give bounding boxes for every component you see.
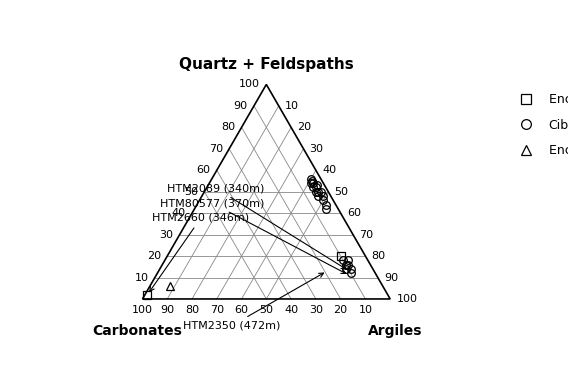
Text: 50: 50 <box>335 187 348 197</box>
Text: 20: 20 <box>297 122 311 132</box>
Text: HTM80577 (370m): HTM80577 (370m) <box>160 198 346 274</box>
Text: 10: 10 <box>135 273 149 283</box>
Text: 70: 70 <box>210 305 224 315</box>
Text: 90: 90 <box>384 273 398 283</box>
Text: 70: 70 <box>359 230 373 240</box>
Text: HTM2089 (340m): HTM2089 (340m) <box>167 183 346 269</box>
Text: 90: 90 <box>233 101 248 111</box>
Text: 10: 10 <box>358 305 373 315</box>
Text: 80: 80 <box>185 305 199 315</box>
Text: HTM2350 (472m): HTM2350 (472m) <box>183 273 324 331</box>
Text: 90: 90 <box>160 305 174 315</box>
Text: 40: 40 <box>172 208 186 218</box>
Text: 100: 100 <box>132 305 153 315</box>
Text: 20: 20 <box>147 251 161 261</box>
Text: 10: 10 <box>285 101 299 111</box>
Text: 100: 100 <box>396 294 417 304</box>
Text: 60: 60 <box>347 208 361 218</box>
Text: 50: 50 <box>184 187 198 197</box>
Text: 40: 40 <box>284 305 298 315</box>
Text: 30: 30 <box>310 144 324 154</box>
Text: 80: 80 <box>371 251 386 261</box>
Text: 70: 70 <box>209 144 223 154</box>
Text: 60: 60 <box>235 305 249 315</box>
Text: 60: 60 <box>197 165 211 175</box>
Text: Argiles: Argiles <box>368 324 423 338</box>
Text: 20: 20 <box>333 305 348 315</box>
Legend: Encaissant supérieur, Cible, Encaissant inférieur: Encaissant supérieur, Cible, Encaissant … <box>508 88 568 162</box>
Text: 80: 80 <box>222 122 235 132</box>
Text: HTM2660 (346m): HTM2660 (346m) <box>150 213 249 291</box>
Text: 30: 30 <box>160 230 173 240</box>
Text: 50: 50 <box>260 305 273 315</box>
Text: Quartz + Feldspaths: Quartz + Feldspaths <box>179 57 354 72</box>
Text: Carbonates: Carbonates <box>93 324 182 338</box>
Text: 30: 30 <box>309 305 323 315</box>
Text: 100: 100 <box>239 80 260 90</box>
Text: 40: 40 <box>322 165 336 175</box>
